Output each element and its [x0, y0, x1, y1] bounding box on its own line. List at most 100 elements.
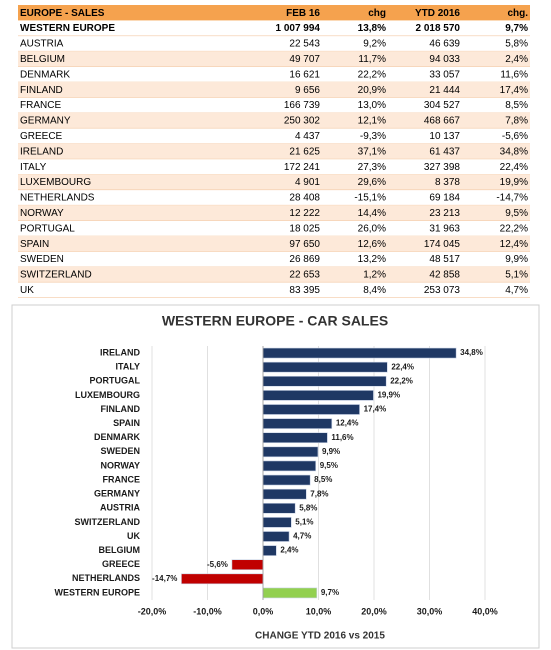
bar — [262, 502, 296, 514]
table-cell: NETHERLANDS — [20, 193, 95, 204]
table-row-bg — [18, 143, 530, 159]
data-label: 9,9% — [322, 447, 340, 456]
bar — [231, 559, 264, 571]
y-tick-label: LUXEMBOURG — [75, 390, 140, 400]
table-cell: 22,4% — [500, 162, 528, 173]
table-cell: 61 437 — [429, 146, 460, 157]
table-cell: 14,4% — [358, 208, 386, 219]
table-cell: 48 517 — [429, 254, 460, 265]
table-cell: 2,4% — [505, 54, 528, 65]
table-cell: 9,2% — [363, 39, 386, 50]
table-cell: BELGIUM — [20, 54, 65, 65]
bar — [262, 531, 290, 542]
y-tick-label: ITALY — [115, 362, 140, 372]
x-tick-label: -10,0% — [193, 606, 222, 616]
table-cell: FRANCE — [20, 100, 61, 111]
y-tick-label: IRELAND — [100, 347, 140, 357]
table-cell: 172 241 — [284, 162, 321, 173]
bar — [262, 432, 328, 444]
data-label: 4,7% — [293, 532, 311, 541]
table-cell: IRELAND — [20, 146, 63, 157]
data-label: 12,4% — [336, 419, 359, 428]
table-cell: 26 869 — [289, 254, 320, 265]
bar — [262, 404, 360, 415]
table-cell: 5,8% — [505, 39, 528, 50]
table-cell: 46 639 — [429, 39, 460, 50]
table-row-bg — [18, 266, 530, 283]
table-cell: 1 007 994 — [276, 23, 321, 34]
data-label: 19,9% — [377, 390, 400, 399]
table-cell: 250 302 — [284, 116, 321, 127]
table-cell: 29,6% — [358, 177, 386, 188]
y-tick-label: FRANCE — [103, 474, 141, 484]
table-cell: 23 213 — [429, 208, 460, 219]
table-cell: AUSTRIA — [20, 39, 64, 50]
bar — [262, 347, 457, 359]
table-cell: GERMANY — [20, 116, 71, 127]
data-label: 5,1% — [295, 517, 313, 526]
table-cell: -14,7% — [496, 193, 528, 204]
y-tick-label: SWEDEN — [100, 446, 140, 456]
y-tick-label: NORWAY — [100, 460, 140, 470]
table-cell: 33 057 — [429, 69, 460, 80]
table-cell: FINLAND — [20, 85, 63, 96]
table-cell: SWEDEN — [20, 254, 64, 265]
data-label: 9,5% — [320, 461, 338, 470]
table-cell: 83 395 — [289, 285, 320, 296]
table-cell: SWITZERLAND — [20, 270, 92, 281]
table-cell: 9,9% — [505, 254, 528, 265]
table-row-bg — [18, 205, 530, 221]
table-cell: 304 527 — [424, 100, 461, 111]
table-cell: 37,1% — [358, 146, 386, 157]
table-cell: PORTUGAL — [20, 223, 75, 234]
table-cell: 21 444 — [429, 85, 460, 96]
data-label: -14,7% — [152, 574, 177, 583]
table-cell: 8,5% — [505, 100, 528, 111]
x-tick-label: 40,0% — [472, 606, 498, 616]
table-cell: -9,3% — [360, 131, 386, 142]
table-cell: LUXEMBOURG — [20, 177, 91, 188]
table-row-bg — [18, 82, 530, 98]
table-cell: 12,6% — [358, 239, 386, 250]
table-cell: GREECE — [20, 131, 63, 142]
y-tick-label: NETHERLANDS — [72, 573, 140, 583]
y-tick-label: GERMANY — [94, 489, 140, 499]
table-cell: 9 656 — [295, 85, 320, 96]
table-cell: 49 707 — [289, 54, 320, 65]
table-cell: 4,7% — [505, 285, 528, 296]
table-cell: ITALY — [20, 162, 47, 173]
table-header-cell: YTD 2016 — [415, 8, 460, 19]
x-tick-label: 10,0% — [306, 606, 332, 616]
y-tick-label: UK — [127, 531, 140, 541]
bar — [262, 446, 319, 458]
table-cell: 9,5% — [505, 208, 528, 219]
table-cell: 327 398 — [424, 162, 461, 173]
table-cell: 468 667 — [424, 116, 461, 127]
bar — [262, 474, 311, 486]
table-header-bg — [18, 5, 530, 21]
y-tick-label: BELGIUM — [99, 545, 141, 555]
data-label: 11,6% — [331, 433, 353, 442]
data-label: 7,8% — [310, 489, 328, 498]
table-cell: 253 073 — [424, 285, 461, 296]
table-cell: 19,9% — [500, 177, 528, 188]
data-label: 22,2% — [390, 376, 413, 385]
table-cell: 12,1% — [358, 116, 386, 127]
table-cell: 20,9% — [358, 85, 386, 96]
table-cell: 31 963 — [429, 223, 460, 234]
x-tick-label: -20,0% — [138, 606, 167, 616]
y-tick-label: FINLAND — [101, 404, 141, 414]
bar — [262, 375, 387, 387]
table-cell: 10 137 — [429, 131, 460, 142]
table-header-cell: chg. — [507, 8, 528, 19]
y-tick-label: GREECE — [102, 559, 140, 569]
table-cell: 5,1% — [505, 270, 528, 281]
table-cell: 22 653 — [289, 270, 320, 281]
table-cell: 97 650 — [289, 239, 320, 250]
table-cell: 21 625 — [289, 146, 320, 157]
table-cell: 4 437 — [295, 131, 320, 142]
table-cell: 166 739 — [284, 100, 321, 111]
data-label: 17,4% — [364, 405, 387, 414]
bar — [262, 418, 333, 429]
table-cell: 174 045 — [424, 239, 461, 250]
